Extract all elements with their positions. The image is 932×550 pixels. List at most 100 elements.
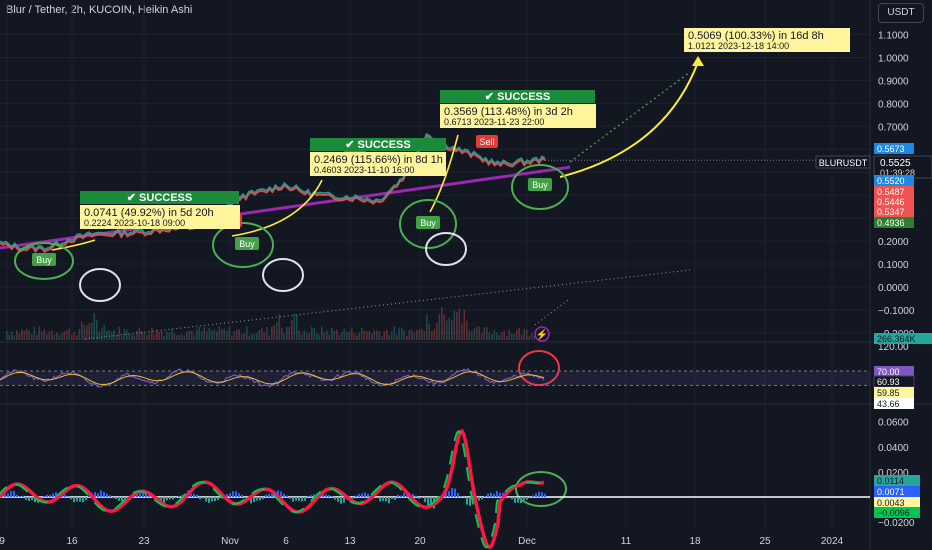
macd-histogram-bar xyxy=(295,497,297,501)
x-tick-label: 11 xyxy=(621,536,632,547)
volume-bar xyxy=(161,331,163,340)
volume-bar xyxy=(501,332,503,340)
volume-bar xyxy=(406,335,408,340)
volume-bar xyxy=(28,330,31,340)
volume-bar xyxy=(288,326,291,340)
dotted-volume-arrow xyxy=(534,299,569,326)
price-tag xyxy=(874,196,914,207)
volume-bar xyxy=(471,331,473,340)
volume-bar xyxy=(83,324,86,340)
volume-bar xyxy=(243,332,246,340)
macd-histogram-bar xyxy=(112,497,114,499)
volume-bar xyxy=(266,327,268,340)
volume-bar xyxy=(386,329,388,340)
macd-histogram-bar xyxy=(82,497,84,503)
macd-histogram-bar xyxy=(34,497,36,503)
macd-histogram-bar xyxy=(73,497,75,503)
volume-bar xyxy=(396,334,398,340)
volume-bar xyxy=(186,331,188,340)
volume-bar xyxy=(171,328,173,340)
macd-histogram-bar xyxy=(70,497,72,500)
macd-histogram-bar xyxy=(379,497,381,502)
macd-histogram-bar xyxy=(289,497,291,499)
volume-bar xyxy=(21,329,23,340)
macd-histogram-bar xyxy=(331,496,333,497)
y-tick-label: 0.7000 xyxy=(878,122,909,133)
volume-bar xyxy=(348,331,351,340)
y-tick-label: 0.1000 xyxy=(878,260,909,271)
volume-bar xyxy=(496,332,498,340)
volume-bar xyxy=(188,330,191,340)
volume-bar xyxy=(223,328,226,340)
volume-bar xyxy=(296,315,298,340)
volume-bar xyxy=(368,331,371,340)
volume-bar xyxy=(383,331,386,340)
macd-histogram-bar xyxy=(385,497,387,502)
volume-bar xyxy=(321,326,323,340)
buy-label: Buy xyxy=(532,180,548,190)
success-badge-label: ✔ SUCCESS xyxy=(127,192,192,204)
volume-bar xyxy=(403,330,406,340)
volume-bar xyxy=(123,328,126,340)
result-callout-line2: 0.4603 2023-11-10 16:00 xyxy=(314,165,414,175)
macd-histogram-bar xyxy=(250,497,252,504)
macd-histogram-bar xyxy=(358,493,360,497)
volume-bar xyxy=(78,329,81,340)
buy-marker xyxy=(235,237,259,250)
volume-bar xyxy=(513,333,516,340)
macd-histogram-bar xyxy=(121,497,123,502)
macd-histogram-bar xyxy=(55,492,57,497)
macd-histogram-bar xyxy=(457,492,459,497)
volume-bar xyxy=(283,333,286,340)
success-badge-label: ✔ SUCCESS xyxy=(485,91,550,103)
macd-histogram-bar xyxy=(76,497,78,502)
y-tick-label: −0.1000 xyxy=(878,306,915,317)
success-badge xyxy=(440,90,595,103)
macd-histogram-bar xyxy=(10,490,12,497)
volume-bar xyxy=(181,334,183,340)
volume-bar xyxy=(173,333,176,340)
volume-bar xyxy=(106,330,108,340)
volume-bar xyxy=(418,329,421,340)
macd-tag xyxy=(874,475,920,486)
volume-bar xyxy=(423,331,426,340)
rsi-signal-line xyxy=(0,371,545,386)
volume-bar xyxy=(473,328,476,340)
result-callout-line2: 1.0121 2023-12-18 14:00 xyxy=(688,41,789,51)
volume-bar xyxy=(48,331,51,340)
volume-bar xyxy=(101,328,103,340)
volume-bar xyxy=(116,334,118,340)
macd-histogram-bar xyxy=(100,490,102,497)
macd-histogram-bar xyxy=(469,497,471,506)
volume-bar xyxy=(11,331,13,340)
sell-marker xyxy=(476,135,498,148)
volume-bar xyxy=(351,327,353,340)
price-tag xyxy=(874,186,914,197)
volume-bar xyxy=(183,335,186,340)
last-price-value: 0.5525 xyxy=(880,158,911,169)
y-tick-label: 0.2000 xyxy=(878,237,909,248)
volume-bar xyxy=(343,328,346,340)
x-tick-label: 23 xyxy=(138,536,150,547)
volume-bar xyxy=(196,329,198,340)
macd-histogram-bar xyxy=(367,493,369,497)
volume-bar xyxy=(253,333,256,340)
highlight-circle xyxy=(511,164,569,210)
macd-histogram-bar xyxy=(511,497,513,500)
result-callout-line1: 0.3569 (113.48%) in 3d 2h xyxy=(444,106,573,118)
macd-histogram-bar xyxy=(352,497,354,499)
price-series xyxy=(0,56,870,254)
currency-button[interactable]: USDT xyxy=(878,3,924,23)
buy-marker xyxy=(416,216,440,229)
macd-histogram-bar xyxy=(139,493,141,497)
volume-bar xyxy=(336,329,338,340)
volume-bar xyxy=(401,327,403,340)
macd-histogram-bar xyxy=(361,493,363,497)
macd-histogram-bar xyxy=(193,493,195,497)
result-callout-line2: 0.2224 2023-10-18 09:00 xyxy=(84,218,185,228)
y-tick-label: 1.0000 xyxy=(878,54,909,65)
x-tick-label: Nov xyxy=(221,536,239,547)
macd-histogram-bar xyxy=(313,494,315,497)
macd-tag-label: −0.0096 xyxy=(877,508,910,518)
